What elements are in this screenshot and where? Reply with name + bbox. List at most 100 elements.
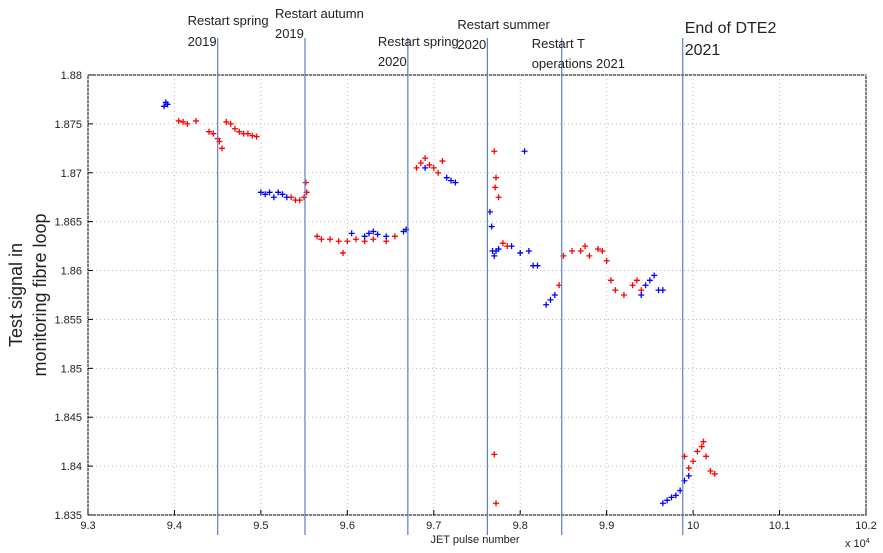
marker (547, 296, 554, 303)
x-tick-label: 9.7 (426, 520, 441, 532)
marker (603, 257, 610, 264)
marker (180, 118, 187, 125)
y-tick-label: 1.86 (61, 266, 82, 278)
x-tick-label: 9.4 (167, 520, 182, 532)
marker (335, 238, 342, 245)
y-tick-label: 1.855 (54, 314, 82, 326)
marker (495, 246, 502, 253)
marker (352, 236, 359, 243)
marker (279, 191, 286, 198)
marker (227, 120, 234, 127)
marker (491, 148, 498, 155)
marker (488, 223, 495, 230)
marker (664, 497, 671, 504)
marker (370, 236, 377, 243)
marker (193, 117, 200, 124)
marker (413, 164, 420, 171)
marker (266, 189, 273, 196)
y-tick-label: 1.865 (54, 217, 82, 229)
x-tick-label: 10.2 (855, 520, 876, 532)
annotation-label: 2019 (188, 34, 217, 49)
marker (493, 174, 500, 181)
marker (646, 277, 653, 284)
y-tick-label: 1.87 (61, 168, 82, 180)
annotation-label: 2020 (378, 54, 407, 69)
x-multiplier: x 104 (845, 538, 870, 550)
marker (668, 494, 675, 501)
annotation-label: operations 2021 (532, 56, 625, 71)
marker (638, 292, 645, 298)
marker (327, 236, 334, 243)
x-tick-label: 9.6 (340, 520, 355, 532)
marker (283, 194, 290, 201)
marker (223, 118, 230, 125)
marker (374, 231, 381, 238)
marker (218, 145, 225, 152)
y-axis-label-line: Test signal in (6, 243, 26, 347)
marker (698, 443, 705, 450)
marker (210, 130, 217, 137)
marker (452, 179, 459, 186)
marker (690, 458, 697, 465)
x-multiplier-base: x 10 (845, 538, 866, 550)
marker (595, 246, 602, 253)
marker (703, 453, 710, 460)
marker (569, 248, 576, 254)
marker (707, 468, 714, 474)
marker (206, 128, 213, 135)
marker (257, 189, 264, 196)
marker (370, 228, 377, 235)
marker (642, 282, 649, 289)
marker (244, 130, 251, 137)
annotation-label: Restart summer (457, 17, 550, 32)
marker (612, 287, 619, 294)
marker (711, 470, 718, 477)
marker (296, 197, 303, 204)
marker (340, 249, 347, 256)
marker (685, 472, 692, 479)
annotation-label: 2021 (685, 42, 721, 59)
marker (435, 169, 442, 176)
marker (184, 120, 191, 127)
marker (672, 492, 679, 499)
annotation-label: 2019 (275, 26, 304, 41)
y-tick-label: 1.84 (61, 461, 82, 473)
marker (348, 230, 355, 237)
y-tick-label: 1.845 (54, 412, 82, 424)
marker (422, 155, 429, 162)
marker (659, 500, 666, 507)
marker (249, 132, 256, 139)
marker (599, 248, 606, 254)
annotation-label: Restart autumn (275, 6, 364, 21)
marker (275, 189, 282, 196)
marker (551, 292, 558, 298)
annotation-label: End of DTE2 (685, 20, 777, 37)
y-tick-label: 1.88 (61, 70, 82, 82)
marker (175, 117, 182, 124)
marker (534, 262, 541, 269)
marker (426, 161, 433, 168)
x-multiplier-exp: 4 (866, 538, 870, 545)
marker (439, 158, 446, 165)
marker (231, 125, 238, 132)
marker (422, 164, 429, 171)
marker (448, 177, 455, 184)
marker (253, 133, 260, 140)
plot-frame (87, 74, 867, 516)
marker (391, 233, 398, 240)
x-axis-label: JET pulse number (430, 534, 519, 546)
marker (443, 174, 450, 181)
x-tick-label: 10 (687, 520, 699, 532)
y-axis-label-line: monitoring fibre loop (30, 213, 50, 376)
marker (301, 194, 308, 201)
x-tick-label: 9.9 (599, 520, 614, 532)
marker (577, 248, 584, 254)
marker (651, 272, 658, 279)
x-tick-label: 10.1 (769, 520, 790, 532)
marker (493, 500, 500, 507)
y-tick-label: 1.835 (54, 510, 82, 522)
marker (543, 301, 550, 308)
x-tick-label: 9.8 (513, 520, 528, 532)
marker (236, 128, 243, 135)
marker (491, 252, 498, 259)
